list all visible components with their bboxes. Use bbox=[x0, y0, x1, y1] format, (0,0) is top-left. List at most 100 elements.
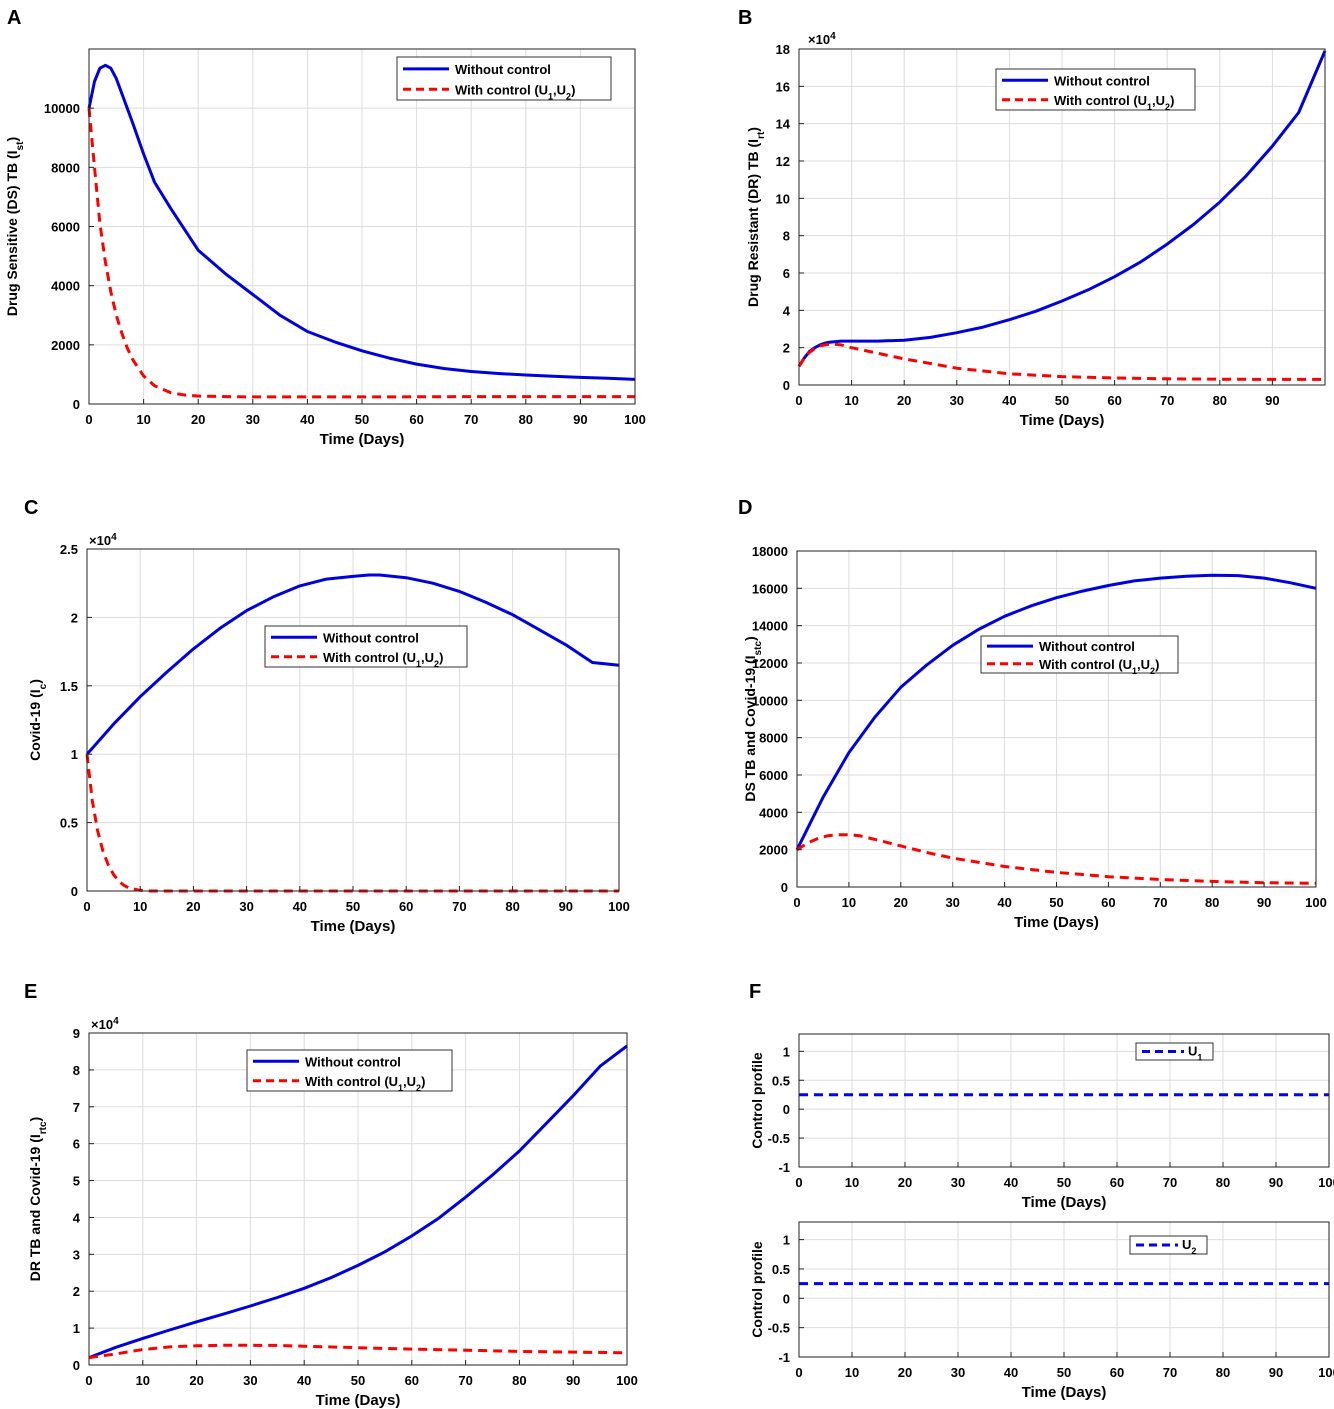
x-tick-label: 20 bbox=[898, 1175, 912, 1190]
x-tick-label: 0 bbox=[795, 1175, 802, 1190]
y-tick-label: 10000 bbox=[44, 101, 80, 116]
panel-B: B 0 10 20 30 40 50 60 70 80 90 0 2 4 6 8 10 12 14 16 18 Time … bbox=[738, 7, 1327, 429]
x-tick-label: 100 bbox=[1318, 1175, 1334, 1190]
x-axis-label: Time (Days) bbox=[1022, 1194, 1107, 1211]
x-tick-label: 70 bbox=[452, 899, 466, 914]
y-tick-label: 6000 bbox=[759, 768, 788, 783]
y-tick-label: 0 bbox=[73, 1358, 80, 1373]
series-line-without-control bbox=[795, 573, 1317, 851]
legend-label-with-control: With control (U1,U2) bbox=[1054, 93, 1174, 112]
x-tick-label: 0 bbox=[85, 1373, 92, 1388]
x-tick-label: 60 bbox=[1110, 1175, 1124, 1190]
panel-letter: B bbox=[738, 7, 752, 29]
x-tick-label: 0 bbox=[793, 895, 800, 910]
y-tick-label: 6 bbox=[783, 266, 790, 281]
legend: Without control With control (U1,U2) bbox=[264, 625, 468, 669]
x-tick-label: 30 bbox=[239, 899, 253, 914]
x-tick-label: 10 bbox=[845, 1175, 859, 1190]
x-axis-label: Time (Days) bbox=[1022, 1384, 1107, 1401]
x-tick-label: 10 bbox=[845, 1365, 859, 1380]
y-axis-label: Drug Sensitive (DS) TB (Ist) bbox=[4, 137, 26, 316]
x-tick-label: 90 bbox=[1265, 393, 1279, 408]
panel-letter: F bbox=[749, 981, 761, 1003]
y-tick-label: 14000 bbox=[752, 619, 788, 634]
x-tick-label: 80 bbox=[519, 412, 533, 427]
y-tick-label: 8000 bbox=[51, 160, 80, 175]
y-tick-label: 0 bbox=[73, 397, 80, 412]
panel-letter: E bbox=[24, 981, 37, 1003]
x-axis-label: Time (Days) bbox=[316, 1392, 401, 1409]
x-tick-label: 90 bbox=[559, 899, 573, 914]
x-tick-label: 30 bbox=[950, 393, 964, 408]
panel-A: A 0 10 20 30 40 50 60 70 80 90 100 0 2000 4000 6000 8000… bbox=[4, 7, 646, 448]
x-tick-label: 80 bbox=[1216, 1365, 1230, 1380]
y-tick-label: 10 bbox=[776, 191, 790, 206]
x-tick-label: 10 bbox=[136, 1373, 150, 1388]
y-tick-label: 2000 bbox=[51, 338, 80, 353]
x-tick-label: 40 bbox=[1004, 1175, 1018, 1190]
x-tick-label: 90 bbox=[1257, 895, 1271, 910]
x-tick-label: 0 bbox=[85, 412, 92, 427]
legend: Without control With control (U1,U2) bbox=[980, 635, 1179, 676]
y-tick-label: 8 bbox=[73, 1063, 80, 1078]
y-axis-label: Drug Resistant (DR) TB (Irt) bbox=[745, 127, 767, 307]
y-tick-label: 2000 bbox=[759, 843, 788, 858]
y-tick-label: 12000 bbox=[752, 656, 788, 671]
x-tick-label: 50 bbox=[351, 1373, 365, 1388]
x-tick-label: 60 bbox=[399, 899, 413, 914]
legend-label-control: U1 bbox=[1188, 1044, 1202, 1063]
x-tick-label: 100 bbox=[624, 412, 646, 427]
legend-label-with-control: With control (U1,U2) bbox=[455, 82, 575, 101]
x-tick-label: 30 bbox=[951, 1175, 965, 1190]
x-tick-label: 50 bbox=[1055, 393, 1069, 408]
x-tick-label: 20 bbox=[189, 1373, 203, 1388]
series-line-with-control bbox=[88, 1343, 628, 1360]
x-tick-label: 0 bbox=[795, 393, 802, 408]
x-tick-label: 30 bbox=[945, 895, 959, 910]
y-tick-label: 3 bbox=[73, 1247, 80, 1262]
y-tick-label: 0.5 bbox=[772, 1073, 790, 1088]
y-tick-label: 0 bbox=[783, 1291, 790, 1306]
x-tick-label: 50 bbox=[1057, 1365, 1071, 1380]
y-tick-label: 0.5 bbox=[772, 1262, 790, 1277]
y-tick-label: -0.5 bbox=[768, 1321, 790, 1336]
axis-exponent: ×104 bbox=[91, 1016, 119, 1033]
x-tick-label: 80 bbox=[505, 899, 519, 914]
series-line-without-control bbox=[88, 1044, 628, 1360]
y-tick-label: 1 bbox=[783, 1044, 790, 1059]
x-tick-label: 40 bbox=[1002, 393, 1016, 408]
legend-label-without-control: Without control bbox=[455, 62, 551, 77]
panel-C: C 0 10 20 30 40 50 60 70 80 90 100 0 0.5 1 1.5 2 2.5 Time … bbox=[24, 497, 630, 935]
x-tick-label: 90 bbox=[1269, 1175, 1283, 1190]
x-tick-label: 70 bbox=[464, 412, 478, 427]
x-tick-label: 70 bbox=[458, 1373, 472, 1388]
y-axis-label: Covid-19 (Ic) bbox=[27, 679, 49, 761]
y-tick-label: 1 bbox=[783, 1233, 790, 1248]
y-axis-label: Control profile bbox=[749, 1052, 765, 1149]
x-tick-label: 70 bbox=[1160, 393, 1174, 408]
y-tick-label: -1 bbox=[778, 1350, 790, 1365]
y-tick-label: 2 bbox=[71, 610, 78, 625]
legend: Without control With control (U1,U2) bbox=[396, 56, 612, 101]
x-tick-label: 70 bbox=[1163, 1365, 1177, 1380]
y-tick-label: 2.5 bbox=[60, 542, 78, 557]
legend-label-with-control: With control (U1,U2) bbox=[305, 1074, 425, 1093]
y-axis-label: Control profile bbox=[749, 1241, 765, 1338]
panel-letter: A bbox=[7, 7, 21, 29]
legend-label-with-control: With control (U1,U2) bbox=[1039, 657, 1159, 676]
legend-box bbox=[396, 56, 612, 101]
y-tick-label: 7 bbox=[73, 1100, 80, 1115]
x-tick-label: 60 bbox=[1110, 1365, 1124, 1380]
y-axis-label: DS TB and Covid-19 (Istc) bbox=[742, 636, 764, 801]
y-tick-label: 14 bbox=[776, 117, 791, 132]
x-axis-label: Time (Days) bbox=[1014, 914, 1099, 931]
y-tick-label: 10000 bbox=[752, 693, 788, 708]
x-tick-label: 90 bbox=[573, 412, 587, 427]
x-tick-label: 40 bbox=[297, 1373, 311, 1388]
x-tick-label: 100 bbox=[608, 899, 630, 914]
legend-box bbox=[264, 625, 468, 668]
y-tick-label: 9 bbox=[73, 1026, 80, 1041]
legend-box bbox=[995, 68, 1196, 111]
x-tick-label: 70 bbox=[1153, 895, 1167, 910]
